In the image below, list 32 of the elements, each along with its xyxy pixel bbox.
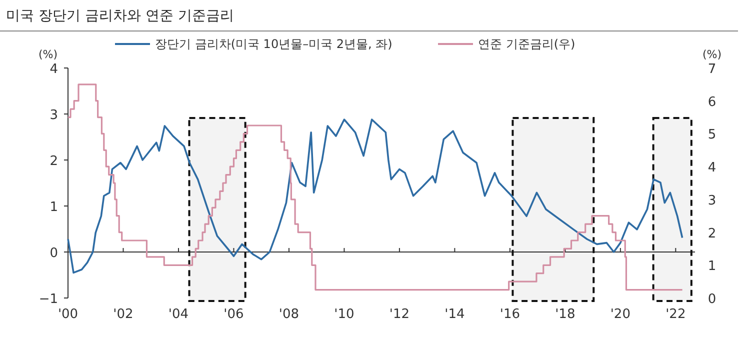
x-tick-label: '14: [444, 307, 465, 322]
y2-tick-label: 3: [708, 193, 716, 208]
y2-tick-label: 0: [708, 292, 716, 307]
y-tick-label: 1: [50, 200, 58, 215]
y-axis-title: (%): [38, 48, 58, 61]
chart-title: 미국 장단기 금리차와 연준 기준금리: [6, 8, 234, 24]
y-tick-label: 4: [50, 62, 58, 77]
x-tick-label: '10: [334, 307, 354, 322]
y-tick-label: 3: [50, 108, 58, 123]
x-tick-label: '08: [278, 307, 300, 322]
x-tick-label: '00: [58, 307, 78, 322]
y-tick-label: −1: [38, 292, 58, 307]
x-tick-label: '02: [113, 307, 134, 322]
y2-tick-label: 6: [708, 94, 716, 110]
x-tick-label: '12: [389, 307, 410, 322]
x-tick-label: '04: [168, 307, 189, 322]
x-tick-label: '22: [666, 307, 686, 322]
y2-tick-label: 5: [708, 128, 716, 143]
x-tick-label: '20: [610, 307, 630, 322]
y2-tick-label: 4: [708, 160, 716, 176]
line-series: [67, 118, 684, 274]
x-tick-label: '06: [224, 307, 244, 322]
y2-tick-label: 7: [708, 62, 716, 77]
y2-axis-title: (%): [702, 48, 722, 61]
y-tick-label: 0: [50, 246, 58, 261]
legend-label: 장단기 금리차(미국 10년물–미국 2년물, 좌): [155, 37, 392, 51]
y2-tick-label: 1: [708, 259, 716, 274]
y2-tick-label: 2: [708, 226, 716, 242]
legend-label: 연준 기준금리(우): [478, 37, 576, 51]
x-tick-label: '16: [500, 307, 520, 322]
y-tick-label: 2: [50, 154, 58, 169]
x-tick-label: '18: [555, 307, 576, 322]
